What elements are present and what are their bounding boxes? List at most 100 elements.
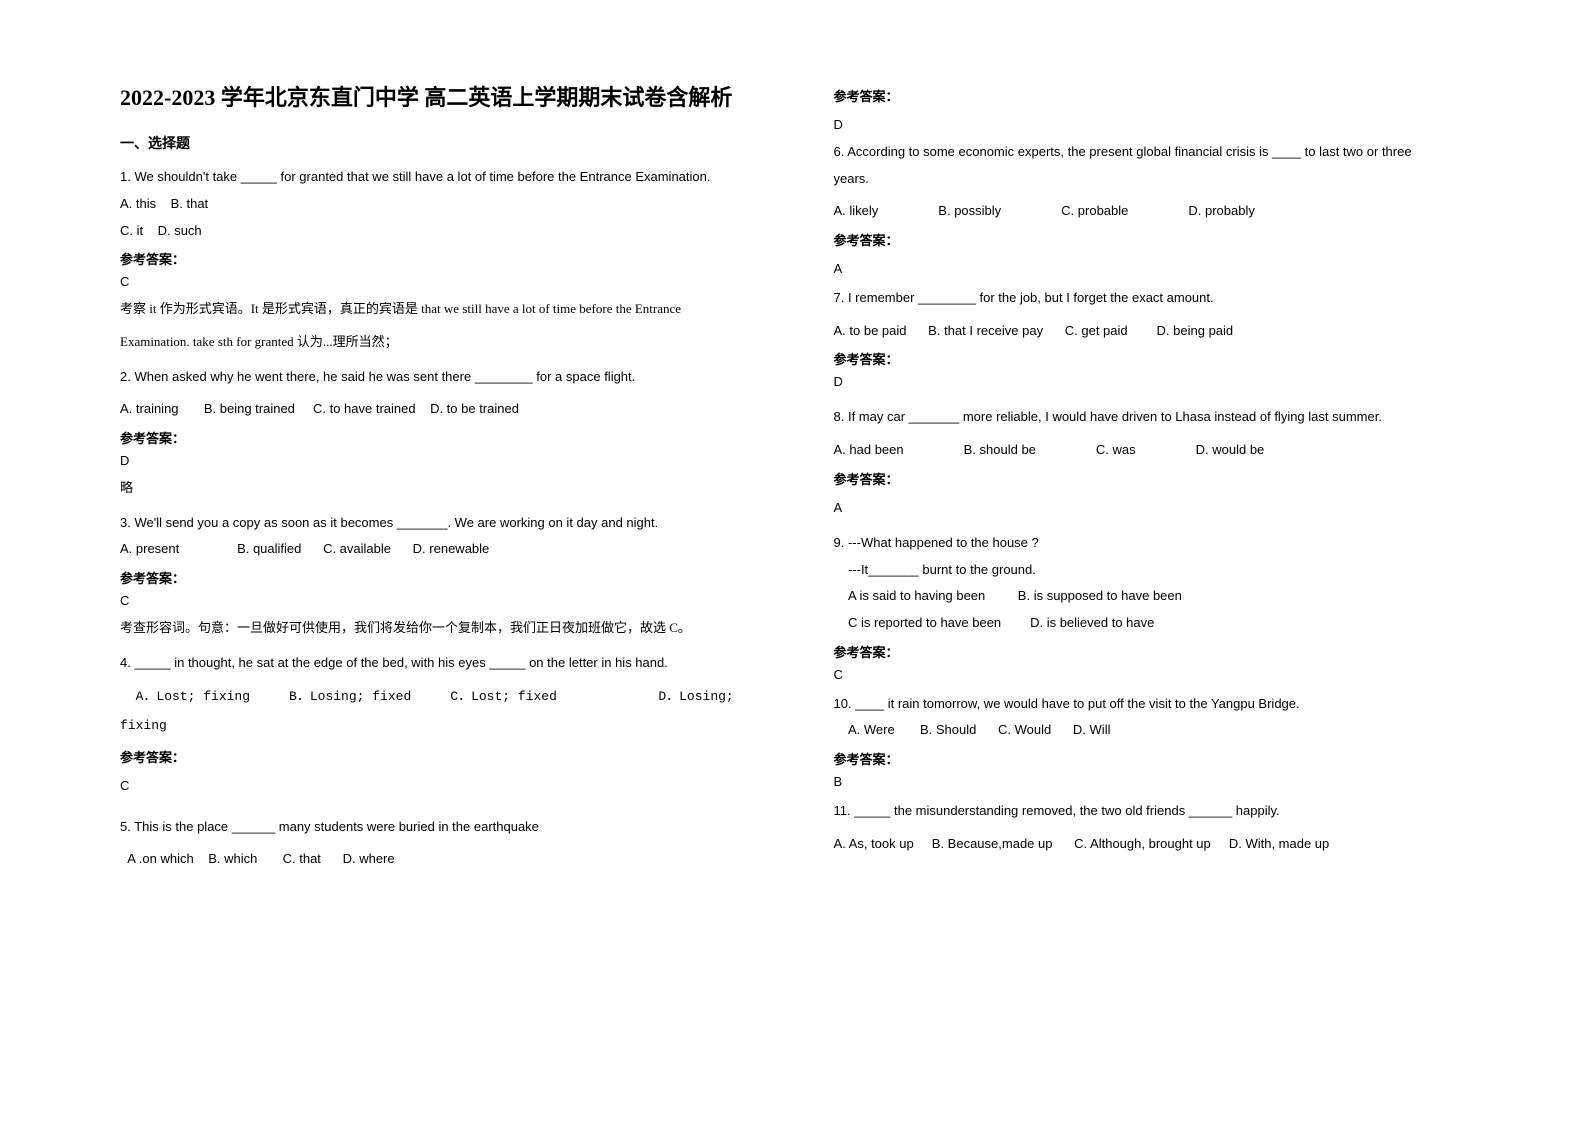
question-9: 9. ---What happened to the house ? ---It… [834,531,1468,682]
q4-opt-d: D．Losing; [658,689,733,704]
q10-opt-c: C. Would [998,722,1051,737]
left-column: 2022-2023 学年北京东直门中学 高二英语上学期期末试卷含解析 一、选择题… [100,80,794,1082]
q5-text: 5. This is the place ______ many student… [120,815,754,840]
q4-opt-c: C．Lost; fixed [450,689,557,704]
q5-answer-label: 参考答案： [834,86,1468,105]
q8-opt-b: B. should be [964,438,1036,463]
q1-explain-2: Examination. take sth for granted 认为...理… [120,330,754,355]
q8-answer: A [834,500,1468,515]
q9-answer-label: 参考答案： [834,642,1468,661]
q4-options-row1: A．Lost; fixing B．Losing; fixed C．Lost; f… [120,683,754,712]
q2-opt-b: B. being trained [204,401,295,416]
q6-text2: years. [834,167,1468,192]
q2-opt-d: D. to be trained [430,401,519,416]
q4-opt-a: A．Lost; fixing [136,689,250,704]
q4-answer-label: 参考答案： [120,747,754,766]
q5-opt-b: B. which [208,851,257,866]
q6-answer-label: 参考答案： [834,230,1468,249]
q7-answer: D [834,374,1468,389]
q1-opt-a: A. this [120,196,156,211]
q9-answer: C [834,667,1468,682]
q8-opt-a: A. had been [834,438,904,463]
q7-answer-label: 参考答案： [834,349,1468,368]
q11-opt-b: B. Because,made up [932,836,1053,851]
q3-opt-b: B. qualified [237,541,301,556]
q8-text: 8. If may car _______ more reliable, I w… [834,405,1468,430]
q1-opt-d: D. such [158,223,202,238]
q10-text: 10. ____ it rain tomorrow, we would have… [834,692,1468,717]
q3-opt-c: C. available [323,541,391,556]
section-header: 一、选择题 [120,133,754,153]
q2-answer-label: 参考答案： [120,428,754,447]
q1-text: 1. We shouldn't take _____ for granted t… [120,165,754,190]
question-2: 2. When asked why he went there, he said… [120,365,754,501]
q4-answer: C [120,778,754,793]
question-5: 5. This is the place ______ many student… [120,815,754,872]
q4-opt-b: B．Losing; fixed [289,689,411,704]
q3-opt-d: D. renewable [413,541,490,556]
question-3: 3. We'll send you a copy as soon as it b… [120,511,754,641]
question-7: 7. I remember ________ for the job, but … [834,286,1468,389]
q2-options: A. training B. being trained C. to have … [120,397,754,422]
q5-options: A .on which B. which C. that D. where [120,847,754,872]
q9-opt-a: A is said to having been [848,588,985,603]
question-11: 11. _____ the misunderstanding removed, … [834,799,1468,856]
q7-text: 7. I remember ________ for the job, but … [834,286,1468,311]
q10-opt-b: B. Should [920,722,976,737]
q10-opt-a: A. Were [848,722,895,737]
q9-opt-d: D. is believed to have [1030,615,1154,630]
q9-options-cd: C is reported to have been D. is believe… [834,611,1468,636]
q6-opt-c: C. probable [1061,199,1128,224]
q7-opt-d: D. being paid [1157,323,1234,338]
exam-title: 2022-2023 学年北京东直门中学 高二英语上学期期末试卷含解析 [120,80,754,115]
q3-text: 3. We'll send you a copy as soon as it b… [120,511,754,536]
q4-text: 4. _____ in thought, he sat at the edge … [120,651,754,676]
q10-answer: B [834,774,1468,789]
q6-opt-a: A. likely [834,199,879,224]
right-column: 参考答案： D 6. According to some economic ex… [794,80,1488,1082]
q8-options: A. had been B. should be C. was D. would… [834,438,1468,463]
q2-opt-a: A. training [120,401,179,416]
q5-answer: D [834,117,1468,132]
q1-answer: C [120,274,754,289]
q3-options: A. present B. qualified C. available D. … [120,537,754,562]
q11-opt-a: A. As, took up [834,836,914,851]
q10-options: A. Were B. Should C. Would D. Will [834,718,1468,743]
q6-text: 6. According to some economic experts, t… [834,140,1468,165]
q7-opt-c: C. get paid [1065,323,1128,338]
q11-options: A. As, took up B. Because,made up C. Alt… [834,832,1468,857]
q1-explain-1: 考察 it 作为形式宾语。It 是形式宾语，真正的宾语是 that we sti… [120,297,754,322]
q4-opt-d2: fixing [120,712,754,741]
q10-answer-label: 参考答案： [834,749,1468,768]
q8-answer-label: 参考答案： [834,469,1468,488]
q11-opt-c: C. Although, brought up [1074,836,1211,851]
q1-answer-label: 参考答案： [120,249,754,268]
q6-opt-b: B. possibly [938,199,1001,224]
q1-options-cd: C. it D. such [120,219,754,244]
q3-explain: 考查形容词。句意：一旦做好可供使用，我们将发给你一个复制本，我们正日夜加班做它，… [120,616,754,641]
q3-answer-label: 参考答案： [120,568,754,587]
q3-opt-a: A. present [120,541,179,556]
question-10: 10. ____ it rain tomorrow, we would have… [834,692,1468,789]
question-6: 6. According to some economic experts, t… [834,140,1468,276]
q2-answer: D [120,453,754,468]
q9-text: 9. ---What happened to the house ? [834,531,1468,556]
q1-opt-b: B. that [171,196,209,211]
q2-text: 2. When asked why he went there, he said… [120,365,754,390]
q5-opt-d: D. where [343,851,395,866]
q11-opt-d: D. With, made up [1229,836,1329,851]
q6-answer: A [834,261,1468,276]
q1-opt-c: C. it [120,223,143,238]
q11-text: 11. _____ the misunderstanding removed, … [834,799,1468,824]
q9-line2-text: ---It_______ burnt to the ground. [848,562,1036,577]
q6-options: A. likely B. possibly C. probable D. pro… [834,199,1468,224]
q5-opt-c: C. that [283,851,321,866]
q9-opt-c: C is reported to have been [848,615,1001,630]
q8-opt-c: C. was [1096,438,1136,463]
q3-answer: C [120,593,754,608]
question-8: 8. If may car _______ more reliable, I w… [834,405,1468,514]
q8-opt-d: D. would be [1196,438,1265,463]
q6-opt-d: D. probably [1188,199,1254,224]
q9-opt-b: B. is supposed to have been [1018,588,1182,603]
q2-opt-c: C. to have trained [313,401,416,416]
